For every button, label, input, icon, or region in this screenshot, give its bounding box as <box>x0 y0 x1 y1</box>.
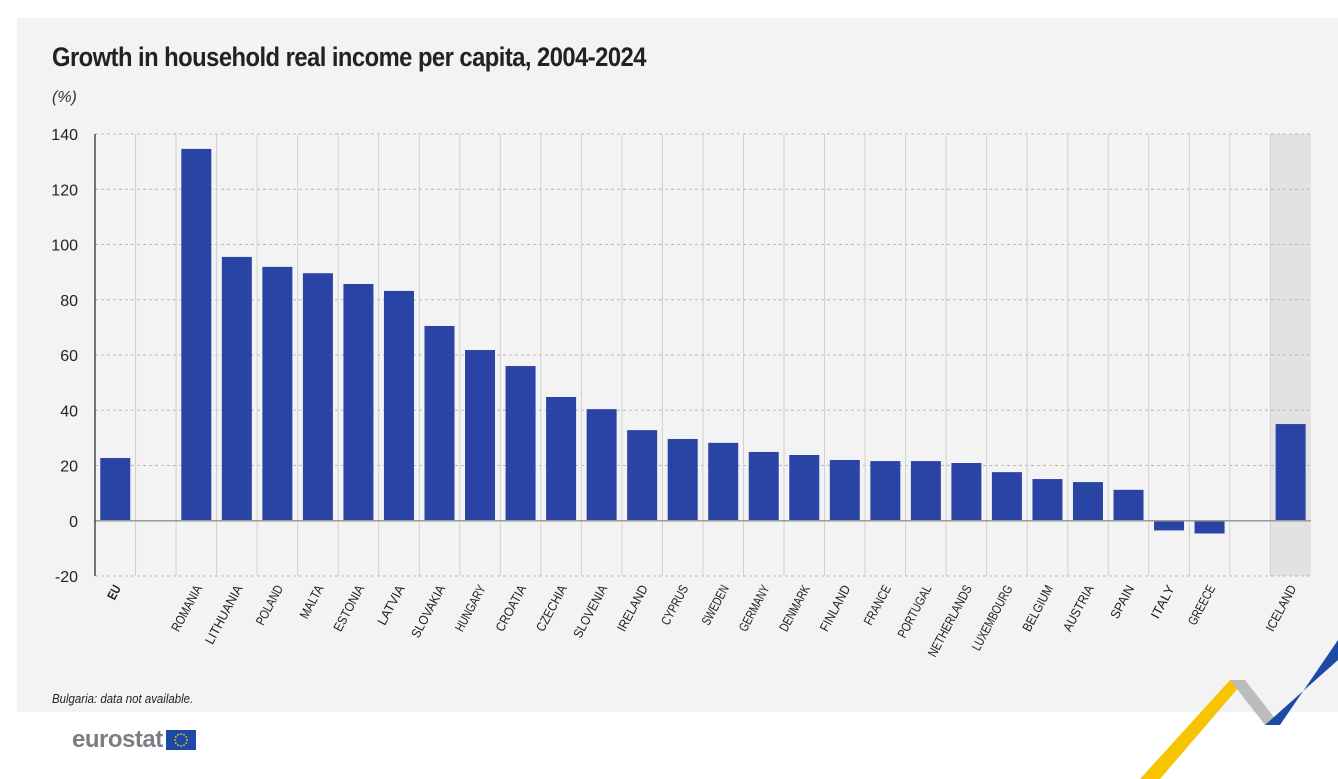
x-tick-label: CROATIA <box>492 582 529 634</box>
bar-finland <box>829 459 860 521</box>
bar-czechia <box>546 396 577 521</box>
bar-netherlands <box>951 463 982 521</box>
footnote: Bulgaria: data not available. <box>52 691 194 706</box>
bar-slovakia <box>424 325 455 521</box>
x-tick-label: DENMARK <box>776 582 813 634</box>
x-tick-label: HUNGARY <box>452 582 489 634</box>
x-tick-label: IRELAND <box>614 582 651 634</box>
bar-italy <box>1154 520 1185 531</box>
y-tick-label: 100 <box>51 238 78 255</box>
x-tick-label: LITHUANIA <box>202 582 246 647</box>
x-tick-label: CYPRUS <box>658 582 692 627</box>
bar-portugal <box>910 461 941 521</box>
bar-lithuania <box>221 256 252 521</box>
flag-star <box>173 739 176 741</box>
x-tick-label: PORTUGAL <box>894 582 934 640</box>
bar-cyprus <box>667 438 698 521</box>
flag-star <box>174 736 177 738</box>
x-tick-label: ITALY <box>1148 582 1178 621</box>
decorative-chevrons <box>1140 640 1338 779</box>
y-tick-label: 60 <box>60 348 78 365</box>
x-tick-label: LATVIA <box>374 582 408 627</box>
eurostat-logo: eurostat <box>72 726 196 754</box>
x-tick-label: SLOVENIA <box>570 582 610 640</box>
x-tick-label: ESTONIA <box>330 582 367 634</box>
x-tick-label: SWEDEN <box>698 582 732 627</box>
bar-eu <box>100 458 131 521</box>
y-tick-label: 20 <box>60 459 78 476</box>
flag-star <box>179 745 182 747</box>
flag-star <box>184 742 187 744</box>
bar-iceland <box>1275 424 1306 521</box>
x-tick-label: GREECE <box>1185 582 1219 627</box>
chart-title: Growth in household real income per capi… <box>52 42 646 72</box>
x-tick-label: MALTA <box>296 582 326 621</box>
flag-star <box>185 739 188 741</box>
flag-star <box>176 733 179 736</box>
flag-star <box>182 744 185 747</box>
x-tick-label: FRANCE <box>860 582 894 627</box>
y-tick-label: 120 <box>51 182 78 199</box>
x-tick-label: GERMANY <box>735 582 772 634</box>
bar-romania <box>181 148 212 521</box>
x-tick-label: LUXEMBOURG <box>969 582 1016 653</box>
y-tick-label: 0 <box>69 514 78 531</box>
y-tick-label: -20 <box>55 569 78 586</box>
x-tick-label: FINLAND <box>817 582 854 634</box>
bar-latvia <box>383 290 414 521</box>
x-tick-label: AUSTRIA <box>1060 582 1097 634</box>
flag-star <box>174 742 177 744</box>
flag-star <box>184 736 187 738</box>
bar-poland <box>262 266 293 521</box>
bar-france <box>870 461 901 521</box>
bar-sweden <box>708 442 739 521</box>
y-tick-label: 140 <box>51 127 78 144</box>
bar-denmark <box>789 455 820 521</box>
y-axis-unit: (%) <box>52 89 77 106</box>
x-tick-label: SPAIN <box>1107 582 1137 621</box>
bar-germany <box>748 451 779 521</box>
logo-text: eurostat <box>72 726 163 753</box>
eu-flag-icon <box>165 730 196 750</box>
flag-star <box>182 733 185 736</box>
y-tick-label: 40 <box>60 403 78 420</box>
flag-star <box>179 733 182 735</box>
x-tick-label: BELGIUM <box>1019 582 1056 634</box>
x-tick-label: POLAND <box>253 582 287 627</box>
y-tick-label: 80 <box>60 293 78 310</box>
bar-austria <box>1072 482 1103 521</box>
bar-estonia <box>343 284 374 521</box>
x-tick-label: ICELAND <box>1262 582 1299 634</box>
x-tick-label: SLOVAKIA <box>408 582 448 640</box>
bar-ireland <box>627 430 658 521</box>
bar-luxembourg <box>991 472 1022 521</box>
bar-slovenia <box>586 409 617 521</box>
bar-belgium <box>1032 479 1063 521</box>
x-tick-label: ROMANIA <box>168 582 205 634</box>
bar-croatia <box>505 366 536 521</box>
bar-greece <box>1194 520 1225 534</box>
flag-star <box>176 744 179 747</box>
x-tick-label: EU <box>104 582 124 602</box>
x-tick-label: CZECHIA <box>533 582 570 634</box>
bar-hungary <box>465 350 496 521</box>
bar-malta <box>302 273 333 521</box>
bar-spain <box>1113 489 1144 521</box>
